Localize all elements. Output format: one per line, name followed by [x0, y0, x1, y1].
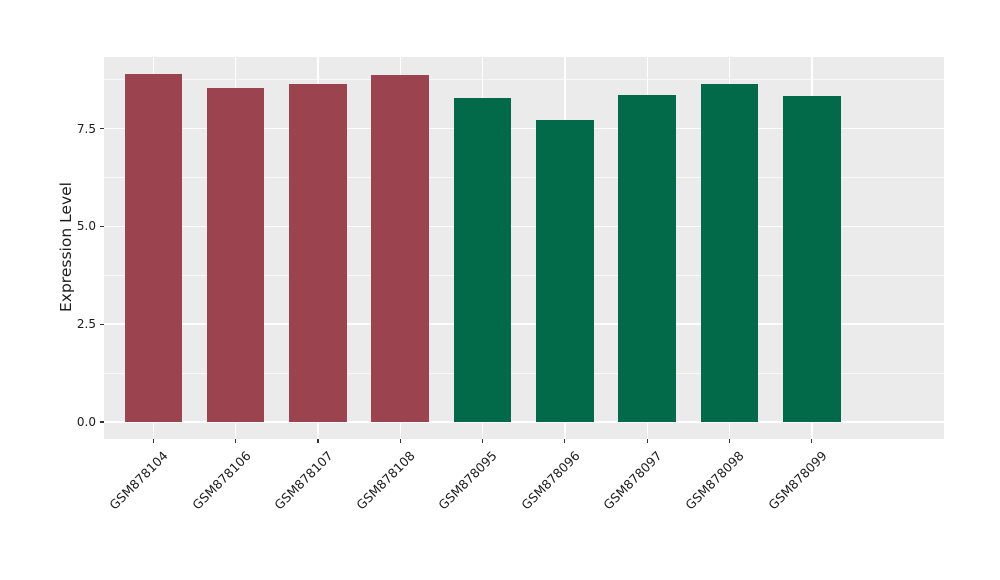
- y-tick-label: 0.0: [76, 415, 96, 430]
- x-tick-label: GSM878095: [435, 447, 501, 512]
- x-tick-mark: [317, 438, 319, 443]
- x-tick-mark: [564, 438, 566, 443]
- gridline-minor: [104, 79, 944, 81]
- gridline-minor: [104, 372, 944, 374]
- x-tick-label: GSM878098: [682, 447, 748, 512]
- x-tick-mark: [235, 438, 237, 443]
- bar-GSM878108: [371, 74, 430, 423]
- bar-GSM878104: [124, 73, 183, 423]
- y-tick-mark: [99, 225, 104, 227]
- gridline-minor: [104, 177, 944, 178]
- y-tick-mark: [99, 323, 104, 325]
- x-tick-mark: [728, 438, 731, 443]
- gridline-major: [104, 323, 944, 325]
- x-tick-label: GSM878108: [353, 447, 418, 512]
- bar-GSM878106: [206, 87, 265, 423]
- gridline-minor: [104, 274, 944, 276]
- gridline-major: [104, 421, 944, 423]
- bar-GSM878095: [453, 98, 512, 423]
- gridline-major: [104, 225, 944, 228]
- y-axis-title: Expression Level: [57, 181, 75, 312]
- bar-GSM878107: [289, 83, 347, 423]
- y-tick-label: 2.5: [76, 317, 96, 332]
- gridline-major: [104, 127, 944, 130]
- bar-GSM878099: [783, 95, 841, 423]
- y-tick-label: 5.0: [76, 219, 96, 234]
- x-tick-mark: [811, 438, 813, 443]
- bar-GSM878097: [618, 94, 676, 423]
- y-tick-mark: [99, 128, 104, 130]
- x-tick-label: GSM878104: [106, 447, 171, 512]
- bar-GSM878096: [536, 119, 594, 423]
- x-tick-label: GSM878096: [518, 447, 583, 512]
- x-tick-label: GSM878097: [600, 447, 665, 512]
- x-tick-label: GSM878099: [764, 447, 830, 512]
- x-tick-mark: [152, 438, 154, 443]
- x-tick-label: GSM878106: [188, 447, 254, 512]
- y-tick-label: 7.5: [76, 121, 96, 136]
- plot-panel: [104, 57, 944, 439]
- y-tick-mark: [99, 421, 104, 423]
- x-tick-mark: [399, 438, 401, 443]
- x-tick-label: GSM878107: [271, 447, 336, 512]
- bar-GSM878098: [700, 83, 759, 423]
- x-tick-mark: [646, 438, 648, 443]
- x-tick-mark: [481, 438, 484, 443]
